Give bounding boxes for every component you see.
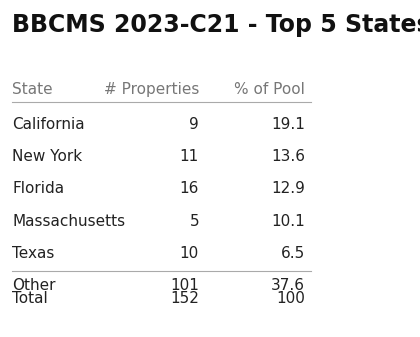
Text: 16: 16 [180, 181, 199, 196]
Text: 10.1: 10.1 [271, 214, 305, 228]
Text: 6.5: 6.5 [281, 246, 305, 261]
Text: # Properties: # Properties [104, 82, 199, 97]
Text: State: State [12, 82, 53, 97]
Text: 11: 11 [180, 149, 199, 164]
Text: 100: 100 [276, 291, 305, 306]
Text: 10: 10 [180, 246, 199, 261]
Text: 5: 5 [189, 214, 199, 228]
Text: Total: Total [12, 291, 48, 306]
Text: Florida: Florida [12, 181, 64, 196]
Text: 9: 9 [189, 117, 199, 132]
Text: Texas: Texas [12, 246, 55, 261]
Text: 152: 152 [170, 291, 199, 306]
Text: 19.1: 19.1 [271, 117, 305, 132]
Text: 101: 101 [170, 278, 199, 293]
Text: New York: New York [12, 149, 82, 164]
Text: 12.9: 12.9 [271, 181, 305, 196]
Text: 37.6: 37.6 [271, 278, 305, 293]
Text: % of Pool: % of Pool [234, 82, 305, 97]
Text: BBCMS 2023-C21 - Top 5 States: BBCMS 2023-C21 - Top 5 States [12, 13, 420, 37]
Text: 13.6: 13.6 [271, 149, 305, 164]
Text: Massachusetts: Massachusetts [12, 214, 125, 228]
Text: California: California [12, 117, 85, 132]
Text: Other: Other [12, 278, 55, 293]
